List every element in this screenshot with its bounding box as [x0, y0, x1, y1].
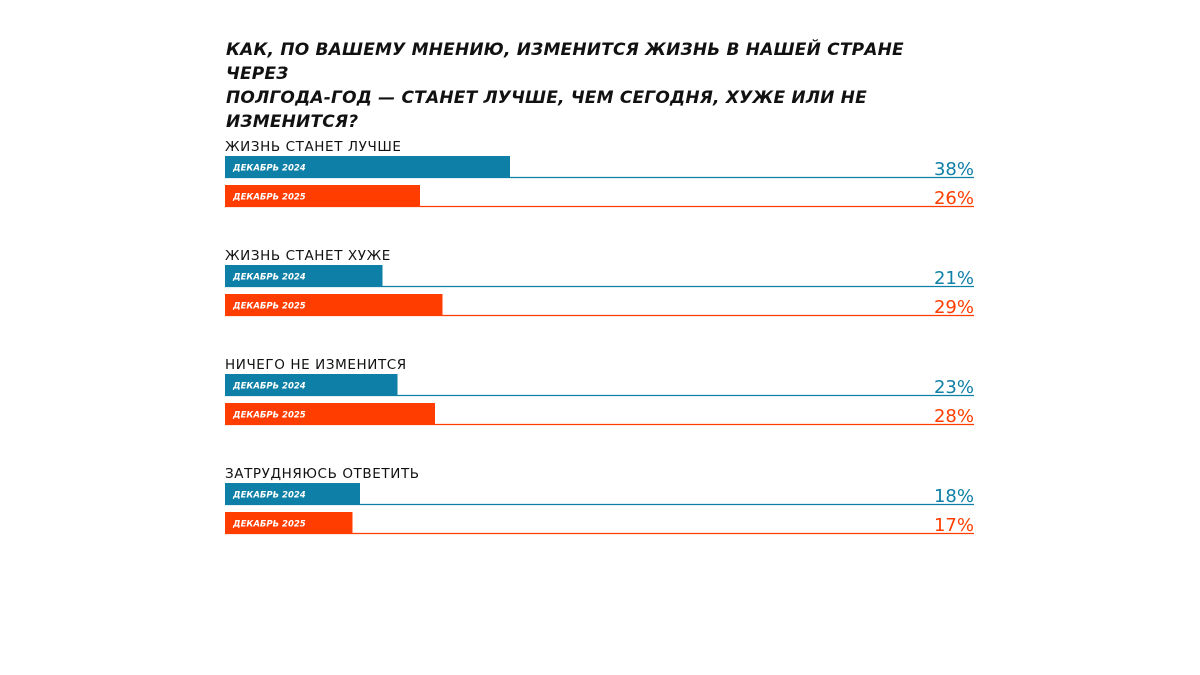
bar: [225, 512, 353, 534]
bar-series-label: ДЕКАБРЬ 2024: [232, 273, 306, 283]
bar-series-label: ДЕКАБРЬ 2025: [232, 193, 306, 203]
category-label: ЗАТРУДНЯЮСЬ ОТВЕТИТЬ: [225, 466, 420, 482]
bar: [225, 403, 435, 425]
category-label: НИЧЕГО НЕ ИЗМЕНИТСЯ: [225, 357, 407, 373]
value-label: 23%: [934, 377, 974, 398]
bar: [225, 156, 510, 178]
value-label: 21%: [934, 268, 974, 289]
bar-series-label: ДЕКАБРЬ 2025: [232, 411, 306, 421]
bar: [225, 374, 398, 396]
value-label: 26%: [934, 188, 974, 209]
bar: [225, 483, 360, 505]
category-label: ЖИЗНЬ СТАНЕТ ХУЖЕ: [225, 248, 391, 264]
bar-series-label: ДЕКАБРЬ 2024: [232, 491, 306, 501]
value-label: 17%: [934, 515, 974, 536]
bar-series-label: ДЕКАБРЬ 2025: [232, 520, 306, 530]
chart-title-line-2: ПОЛГОДА-ГОД — СТАНЕТ ЛУЧШЕ, ЧЕМ СЕГОДНЯ,…: [226, 88, 867, 132]
bar: [225, 294, 443, 316]
value-label: 29%: [934, 297, 974, 318]
chart-title-line-1: КАК, ПО ВАШЕМУ МНЕНИЮ, ИЗМЕНИТСЯ ЖИЗНЬ В…: [226, 40, 904, 84]
value-label: 38%: [934, 159, 974, 180]
bar-series-label: ДЕКАБРЬ 2024: [232, 382, 306, 392]
category-label: ЖИЗНЬ СТАНЕТ ЛУЧШЕ: [225, 139, 402, 155]
bar: [225, 265, 383, 287]
bar-series-label: ДЕКАБРЬ 2025: [232, 302, 306, 312]
chart-title: КАК, ПО ВАШЕМУ МНЕНИЮ, ИЗМЕНИТСЯ ЖИЗНЬ В…: [226, 38, 946, 134]
bar-series-label: ДЕКАБРЬ 2024: [232, 164, 306, 174]
bar: [225, 185, 420, 207]
value-label: 18%: [934, 486, 974, 507]
value-label: 28%: [934, 406, 974, 427]
